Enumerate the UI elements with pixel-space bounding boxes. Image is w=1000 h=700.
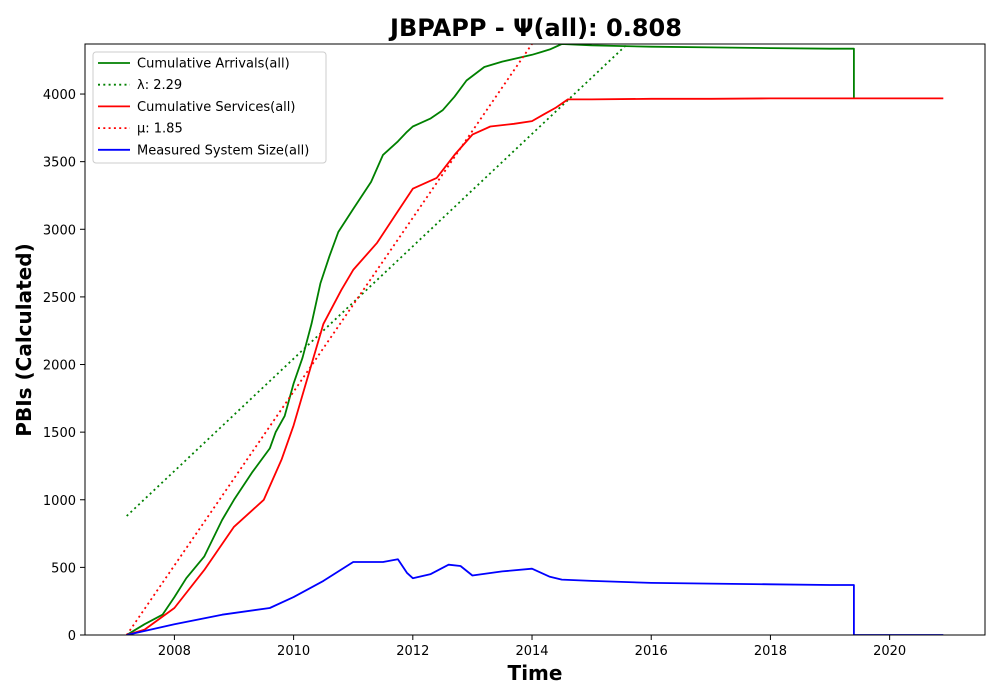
- legend-label-1: λ: 2.29: [137, 78, 182, 93]
- x-tick-label: 2008: [158, 644, 191, 659]
- legend-label-3: μ: 1.85: [137, 122, 183, 137]
- legend-box: [92, 51, 327, 164]
- legend: Cumulative Arrivals(all) λ: 2.29 Cumulativ…: [92, 51, 327, 164]
- legend-label-2: Cumulative Services(all): [137, 100, 295, 115]
- plot-frame: [84, 43, 986, 636]
- x-tick-label: 2016: [635, 644, 668, 659]
- y-tick-label: 2000: [43, 359, 76, 374]
- y-tick-label: 4000: [43, 88, 76, 103]
- x-axis-label: Time: [508, 661, 563, 685]
- x-tick-label: 2012: [396, 644, 429, 659]
- legend-label-4: Measured System Size(all): [137, 143, 309, 158]
- series-line-1: [126, 44, 629, 517]
- x-tick-label: 2014: [515, 644, 548, 659]
- series-line-0: [126, 44, 855, 635]
- plot-area: [125, 44, 944, 635]
- series-line-4: [126, 558, 944, 635]
- y-tick-label: 1500: [43, 426, 76, 441]
- y-tick-label: 3000: [43, 223, 76, 238]
- y-axis-label: PBIs (Calculated): [12, 243, 36, 436]
- x-tick-label: 2010: [277, 644, 310, 659]
- x-tick-label: 2020: [873, 644, 906, 659]
- y-tick-label: 1000: [43, 494, 76, 509]
- axis-ticks: 2008 2010 2012 2014 2016 2018 2020 0 500 1000 1500…: [43, 88, 906, 659]
- legend-entries: Cumulative Arrivals(all) λ: 2.29 Cumulativ…: [98, 57, 309, 158]
- legend-label-0: Cumulative Arrivals(all): [137, 57, 290, 72]
- y-tick-label: 2500: [43, 291, 76, 306]
- y-tick-label: 3500: [43, 156, 76, 171]
- y-tick-label: 500: [51, 561, 76, 576]
- chart-title: JBPAPP - Ψ(all): 0.808: [388, 14, 682, 42]
- y-tick-label: 0: [68, 629, 76, 644]
- series-line-2: [126, 97, 944, 635]
- x-tick-label: 2018: [754, 644, 787, 659]
